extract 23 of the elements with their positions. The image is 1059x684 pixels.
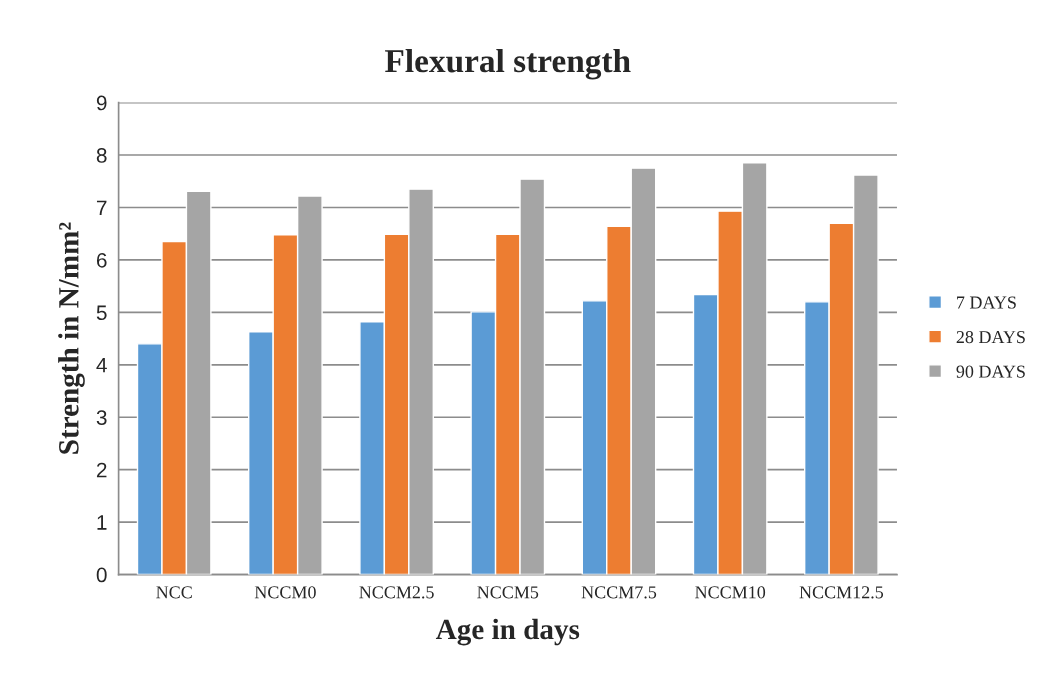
y-axis-title: Strength in N/mm² xyxy=(58,222,85,454)
x-tick-label: NCCM5 xyxy=(477,586,539,599)
y-tick-label: 0 xyxy=(96,567,107,583)
x-tick-label: NCCM0 xyxy=(254,586,316,599)
y-tick-label: 9 xyxy=(96,95,107,111)
x-tick-label: NCCM7.5 xyxy=(581,586,657,599)
y-tick-label: 6 xyxy=(96,252,107,268)
y-tick-label: 8 xyxy=(96,148,107,163)
y-tick-label: 2 xyxy=(96,462,107,478)
legend-label: 7 DAYS xyxy=(957,296,1016,309)
y-tick-label: 4 xyxy=(96,358,107,373)
x-axis-title: Age in days xyxy=(435,618,580,646)
x-tick-label: NCCM12.5 xyxy=(799,586,884,599)
chart-title: Flexural strength xyxy=(385,48,631,80)
y-tick-label: 3 xyxy=(96,410,107,425)
x-tick-label: NCC xyxy=(156,586,192,599)
legend-label: 28 DAYS xyxy=(956,330,1025,344)
y-tick-label: 1 xyxy=(97,515,107,530)
legend-label: 90 DAYS xyxy=(956,365,1025,378)
y-tick-label: 5 xyxy=(96,305,107,321)
y-tick-label: 7 xyxy=(96,200,107,216)
x-tick-label: NCCM2.5 xyxy=(359,586,434,599)
x-tick-label: NCCM10 xyxy=(695,586,766,599)
